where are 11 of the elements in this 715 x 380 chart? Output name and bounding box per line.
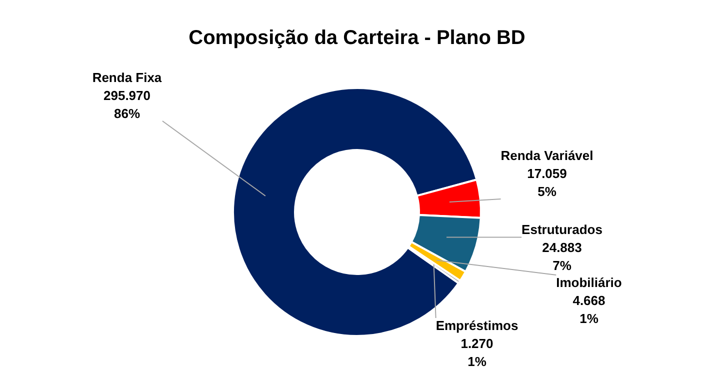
data-label: 17.059 5% [527,166,567,199]
data-label: 4.668 1% [572,293,606,326]
slice-label: Renda Variável [500,148,594,163]
slice-label: Estruturados [522,222,602,237]
data-label: 1.270 1% [460,336,494,369]
slice-label: Imobiliário [556,275,622,290]
data-label: 295.970 86% [104,88,150,121]
data-label: 24.883 7% [542,240,582,273]
chart-title: Composição da Carteira - Plano BD [188,27,526,49]
slice-label: Renda Fixa [92,70,162,85]
slice-label: Empréstimos [436,318,518,333]
